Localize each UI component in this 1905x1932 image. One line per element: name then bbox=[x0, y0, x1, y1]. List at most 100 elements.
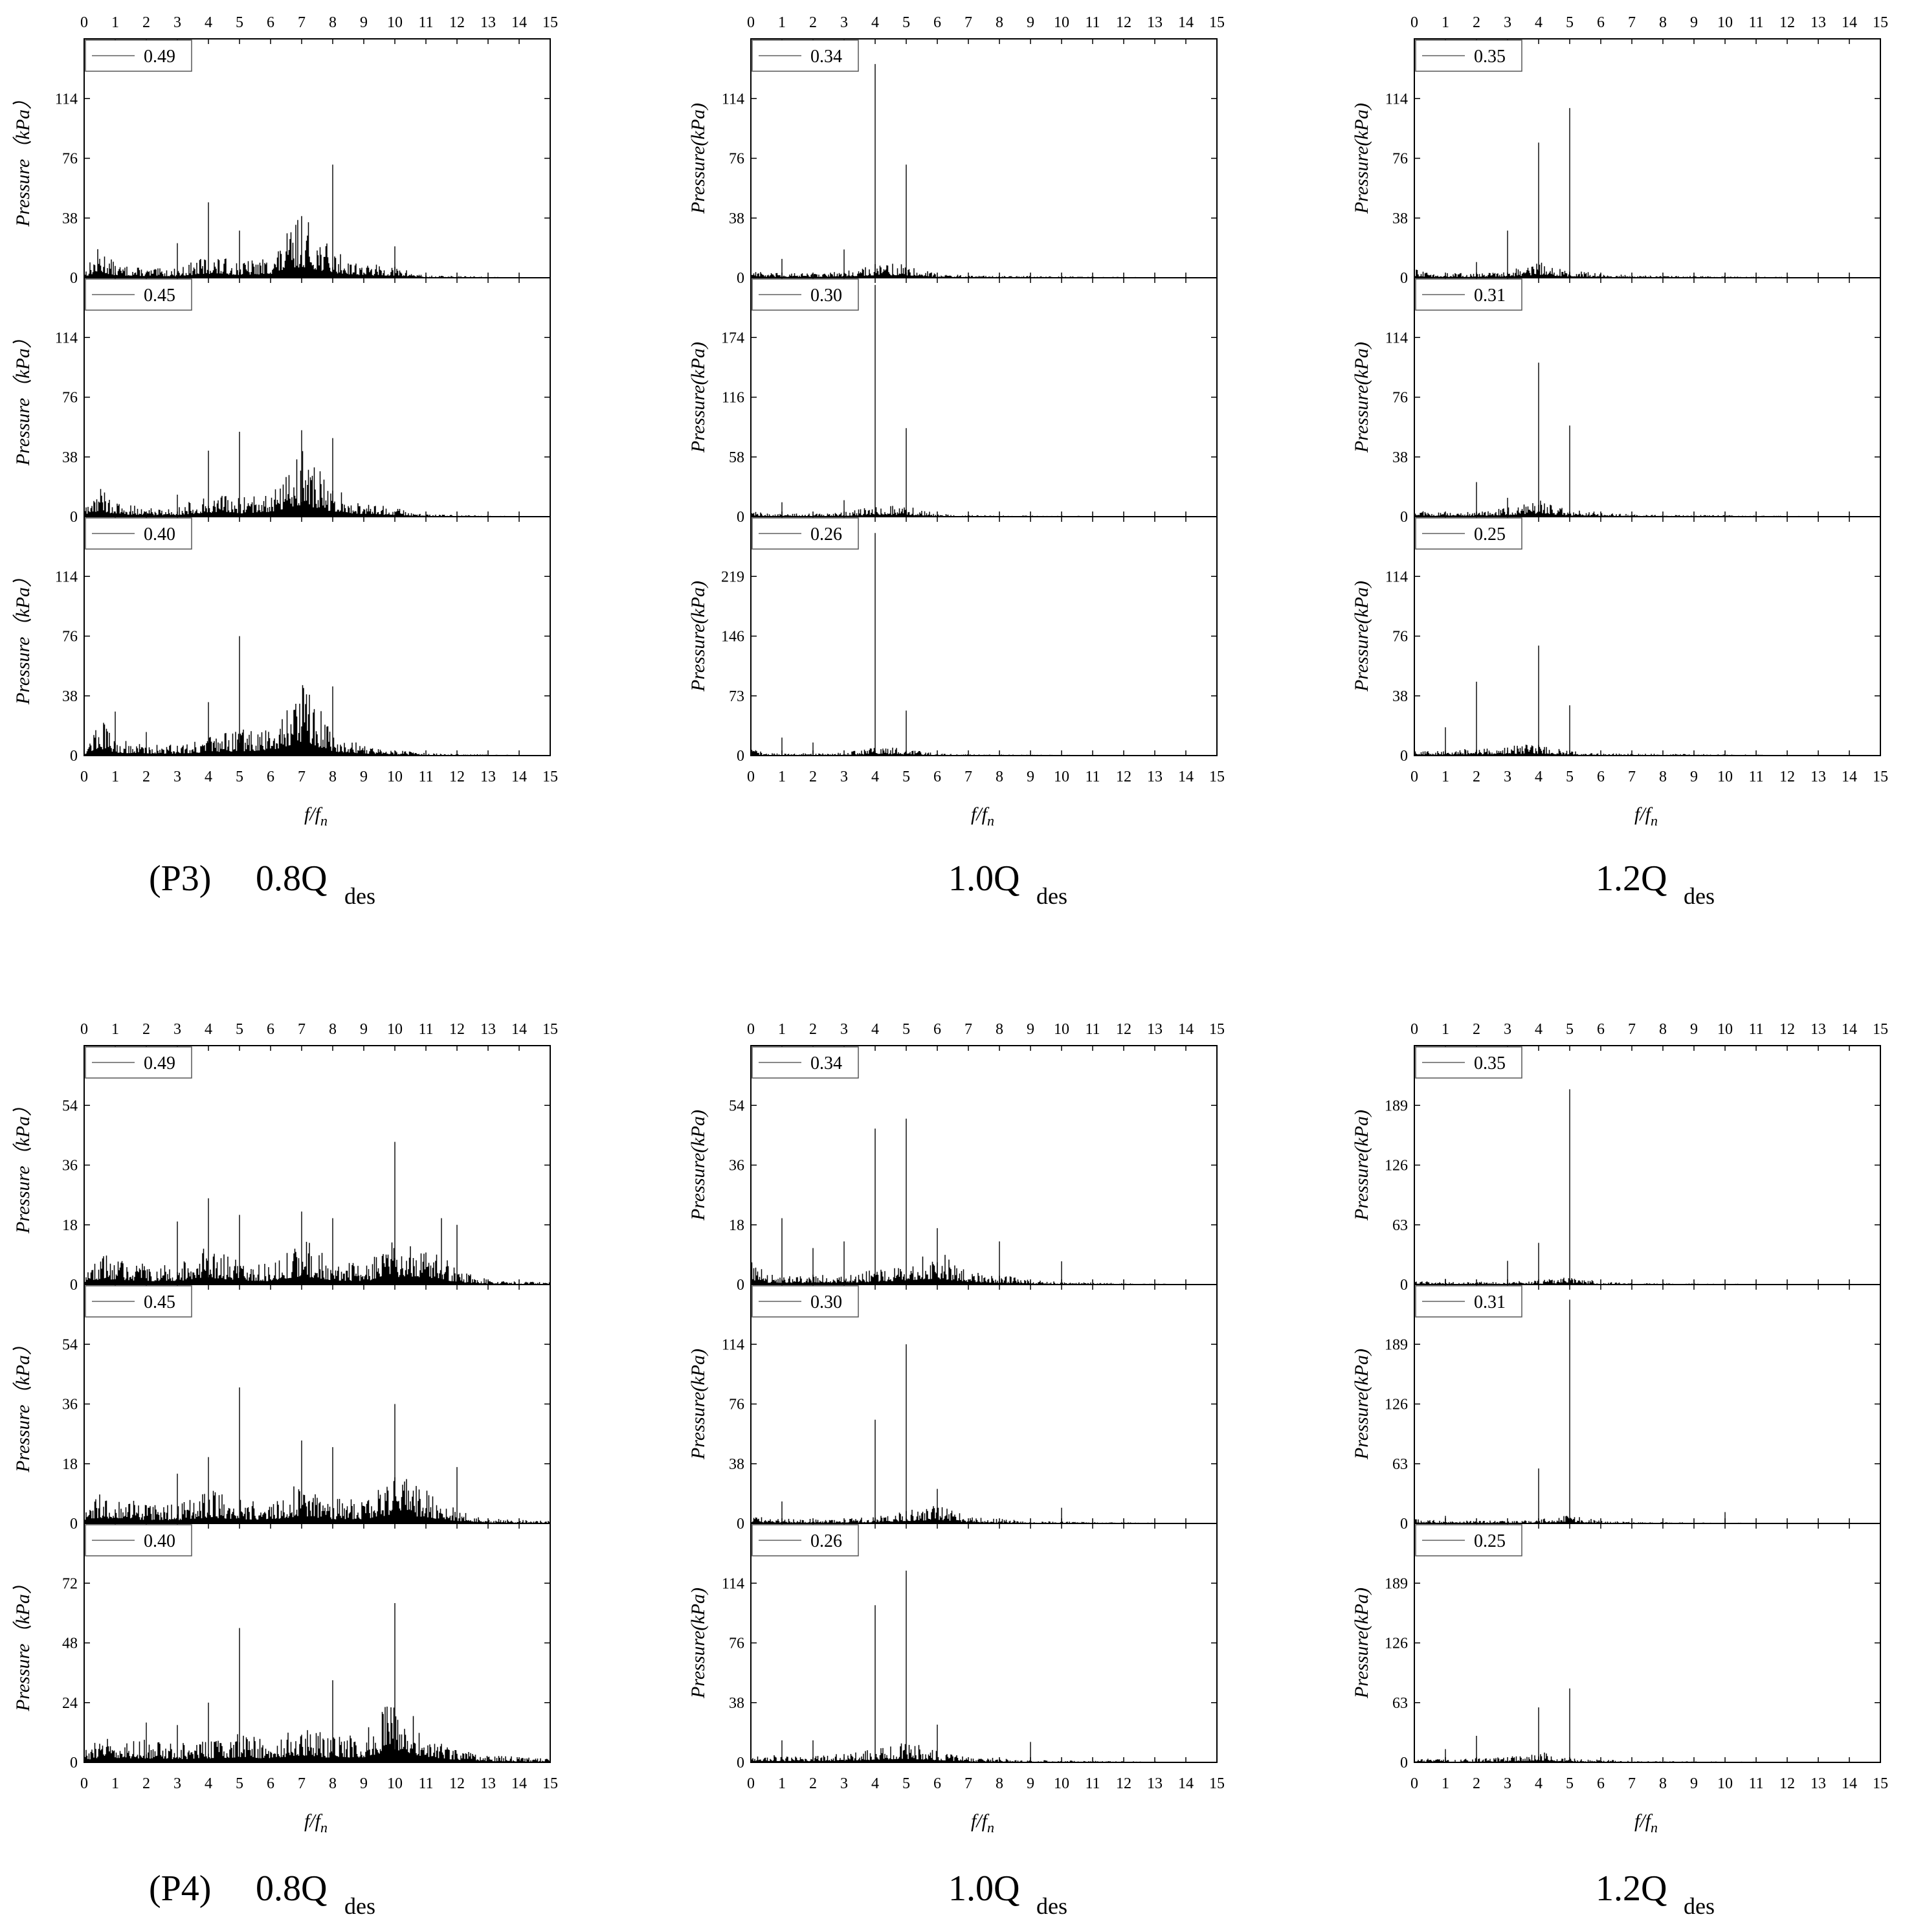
x-tick-label-bottom: 7 bbox=[1628, 1775, 1636, 1792]
y-tick-label: 146 bbox=[721, 629, 744, 646]
y-tick-label: 0 bbox=[1400, 1516, 1408, 1533]
x-tick-label-bottom: 4 bbox=[871, 1775, 879, 1792]
x-tick-label-top: 4 bbox=[1535, 1021, 1543, 1038]
x-tick-label-bottom: 12 bbox=[1116, 1775, 1131, 1792]
caption-p4-08-main: 0.8Q bbox=[256, 1869, 327, 1909]
y-axis-title: Pressure(kPa) bbox=[1351, 1349, 1372, 1460]
y-tick-label: 18 bbox=[729, 1217, 744, 1234]
x-tick-label-bottom: 1 bbox=[1442, 769, 1449, 785]
x-tick-label-top: 6 bbox=[267, 1021, 274, 1038]
x-tick-label-top: 10 bbox=[1054, 14, 1069, 31]
x-tick-label-top: 10 bbox=[387, 14, 403, 31]
legend-label: 0.31 bbox=[1474, 1292, 1506, 1312]
panel-p3-c0-r0: 0 38 76 114 Pressure（kPa） 0.49 bbox=[12, 38, 551, 287]
panel-p3-c1-r1: 0 58 116 174 Pressure(kPa) 0.30 bbox=[687, 277, 1218, 526]
y-tick-label: 38 bbox=[62, 210, 78, 227]
x-tick-label-top: 3 bbox=[173, 14, 181, 31]
x-axis-title: f/fn bbox=[304, 1810, 328, 1836]
x-tick-label-bottom: 13 bbox=[1147, 769, 1163, 785]
x-tick-label-bottom: 8 bbox=[996, 1775, 1003, 1792]
x-tick-label-bottom: 3 bbox=[1504, 769, 1511, 785]
y-tick-label: 0 bbox=[737, 509, 744, 526]
x-tick-label-bottom: 15 bbox=[542, 1775, 558, 1792]
x-tick-label-top: 15 bbox=[1209, 1021, 1225, 1038]
x-tick-label-bottom: 5 bbox=[1566, 769, 1574, 785]
x-tick-label-top: 8 bbox=[329, 1021, 337, 1038]
x-tick-label-top: 15 bbox=[1873, 1021, 1888, 1038]
legend: 0.34 bbox=[752, 1046, 859, 1079]
y-tick-label: 76 bbox=[729, 151, 744, 168]
x-tick-label-top: 9 bbox=[360, 1021, 368, 1038]
y-tick-label: 38 bbox=[62, 449, 78, 466]
legend-label: 0.25 bbox=[1474, 524, 1506, 545]
x-tick-label-bottom: 7 bbox=[1628, 769, 1636, 785]
x-axis-p4-c0: 0011223344556677889910101111121213131414… bbox=[80, 1021, 558, 1836]
x-tick-label-top: 9 bbox=[1690, 14, 1698, 31]
x-tick-label-bottom: 11 bbox=[1085, 1775, 1100, 1792]
x-tick-label-top: 5 bbox=[1566, 1021, 1574, 1038]
legend-label: 0.45 bbox=[144, 286, 175, 306]
x-tick-label-bottom: 14 bbox=[511, 769, 527, 785]
legend-label: 0.26 bbox=[810, 1531, 842, 1551]
y-tick-label: 114 bbox=[55, 568, 78, 585]
x-tick-label-bottom: 3 bbox=[173, 1775, 181, 1792]
legend-label: 0.40 bbox=[144, 1531, 175, 1551]
y-tick-label: 0 bbox=[1400, 748, 1408, 765]
x-tick-label-bottom: 14 bbox=[1842, 769, 1857, 785]
y-tick-label: 38 bbox=[1392, 210, 1408, 227]
caption-p3-08-sub: des bbox=[344, 883, 375, 909]
legend-label: 0.31 bbox=[1474, 286, 1506, 306]
x-tick-label-top: 3 bbox=[1504, 1021, 1511, 1038]
x-tick-label-bottom: 7 bbox=[298, 769, 306, 785]
x-tick-label-top: 8 bbox=[996, 1021, 1003, 1038]
x-tick-label-bottom: 14 bbox=[511, 1775, 527, 1792]
y-axis-title: Pressure（kPa） bbox=[12, 90, 34, 227]
x-tick-label-bottom: 4 bbox=[871, 769, 879, 785]
x-tick-label-bottom: 2 bbox=[142, 769, 150, 785]
x-tick-label-bottom: 2 bbox=[809, 769, 817, 785]
y-tick-label: 54 bbox=[729, 1097, 744, 1114]
x-tick-label-top: 7 bbox=[1628, 14, 1636, 31]
legend-label: 0.40 bbox=[144, 524, 175, 545]
x-tick-label-bottom: 13 bbox=[1810, 769, 1826, 785]
y-axis-title: Pressure(kPa) bbox=[1351, 103, 1372, 214]
x-tick-label-top: 10 bbox=[1717, 1021, 1733, 1038]
x-axis-p3-c0: 0011223344556677889910101111121213131414… bbox=[80, 14, 558, 829]
panels-layer: 03876114Pressure（kPa）0.4903876114Pressur… bbox=[12, 14, 1888, 1836]
x-tick-label-bottom: 3 bbox=[840, 1775, 848, 1792]
x-tick-label-top: 0 bbox=[80, 1021, 88, 1038]
x-tick-label-bottom: 15 bbox=[1209, 769, 1225, 785]
legend: 0.49 bbox=[85, 1046, 192, 1079]
x-tick-label-bottom: 6 bbox=[933, 1775, 941, 1792]
y-tick-label: 73 bbox=[729, 688, 744, 705]
x-tick-label-bottom: 9 bbox=[1690, 769, 1698, 785]
x-tick-label-top: 6 bbox=[1597, 14, 1605, 31]
panel-p4-c2-r2: 0 63 126 189 Pressure(kPa) 0.25 bbox=[1351, 1523, 1881, 1771]
legend: 0.25 bbox=[1415, 1524, 1522, 1556]
x-tick-label-bottom: 2 bbox=[1473, 769, 1480, 785]
x-tick-label-bottom: 5 bbox=[236, 769, 243, 785]
x-tick-label-top: 13 bbox=[1147, 1021, 1163, 1038]
y-tick-label: 76 bbox=[62, 390, 78, 407]
x-tick-label-bottom: 12 bbox=[1116, 769, 1131, 785]
x-tick-label-bottom: 0 bbox=[80, 1775, 88, 1792]
x-tick-label-top: 7 bbox=[964, 1021, 972, 1038]
y-tick-label: 174 bbox=[721, 330, 744, 346]
y-tick-label: 0 bbox=[737, 1755, 744, 1771]
x-tick-label-bottom: 5 bbox=[902, 1775, 910, 1792]
caption-p4-10-sub: des bbox=[1036, 1893, 1067, 1919]
x-tick-label-bottom: 10 bbox=[387, 1775, 403, 1792]
y-tick-label: 38 bbox=[729, 1456, 744, 1473]
x-tick-label-top: 4 bbox=[1535, 14, 1543, 31]
x-tick-label-bottom: 11 bbox=[418, 1775, 433, 1792]
panel-p3-c1-r2: 0 73 146 219 Pressure(kPa) 0.26 bbox=[687, 516, 1218, 765]
x-tick-label-bottom: 10 bbox=[1717, 769, 1733, 785]
x-tick-label-top: 8 bbox=[996, 14, 1003, 31]
legend: 0.31 bbox=[1415, 1285, 1522, 1318]
caption-p4-10-main: 1.0Q bbox=[948, 1869, 1019, 1909]
x-tick-label-top: 11 bbox=[418, 1021, 433, 1038]
x-tick-label-bottom: 15 bbox=[542, 769, 558, 785]
x-tick-label-top: 12 bbox=[1116, 1021, 1131, 1038]
x-tick-label-bottom: 4 bbox=[1535, 1775, 1543, 1792]
